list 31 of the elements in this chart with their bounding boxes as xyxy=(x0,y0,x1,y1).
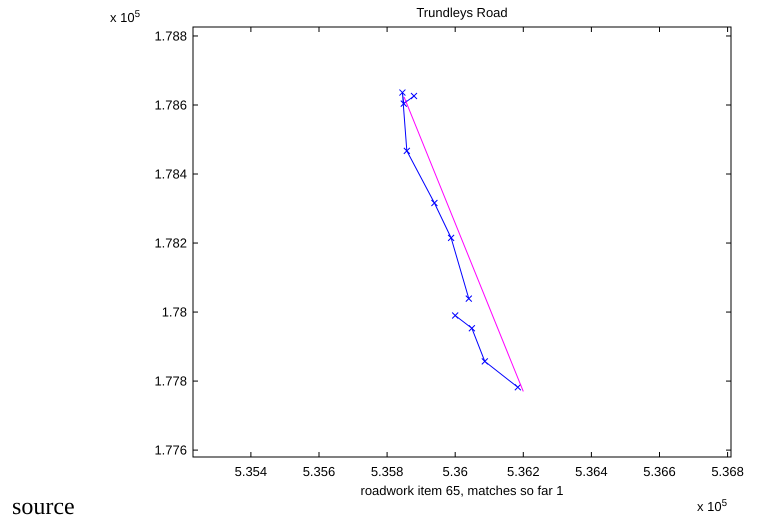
point xyxy=(452,312,459,320)
point xyxy=(514,384,522,391)
text: source xyxy=(12,494,75,520)
point xyxy=(468,324,476,332)
y-tick-label: 1.776 xyxy=(154,442,187,458)
point xyxy=(465,295,472,302)
y-tick-label: 1.784 xyxy=(154,166,187,182)
chart-title: Trundleys Road xyxy=(416,5,508,20)
x-tick-label: 5.358 xyxy=(370,464,404,479)
y-tick-label: 1.788 xyxy=(154,28,187,44)
x-tick-label: 5.364 xyxy=(575,464,608,479)
text: x 10$^{5}$ xyxy=(697,498,728,514)
x-tick-label: 5.354 xyxy=(234,464,268,479)
y-tick-label: 1.786 xyxy=(154,97,187,112)
y-tick-label: 1.78 xyxy=(162,304,187,320)
y-tick-label: 1.782 xyxy=(154,236,187,251)
y-tick-label: 1.778 xyxy=(154,374,187,389)
point xyxy=(430,200,438,207)
point xyxy=(448,234,455,242)
point xyxy=(481,358,488,365)
point xyxy=(403,147,410,154)
x-tick-label: 5.362 xyxy=(507,464,540,479)
point xyxy=(398,89,406,96)
x-tick-label: 5.368 xyxy=(711,464,744,479)
x-axis-title: roadwork item 65, matches so far 1 xyxy=(360,483,564,498)
point xyxy=(400,100,408,108)
point xyxy=(410,92,418,100)
x-tick-label: 5.36 xyxy=(442,464,468,479)
x-tick-label: 5.366 xyxy=(643,464,676,479)
text: x 10$^{5}$ xyxy=(110,8,141,25)
x-tick-label: 5.356 xyxy=(302,464,336,479)
